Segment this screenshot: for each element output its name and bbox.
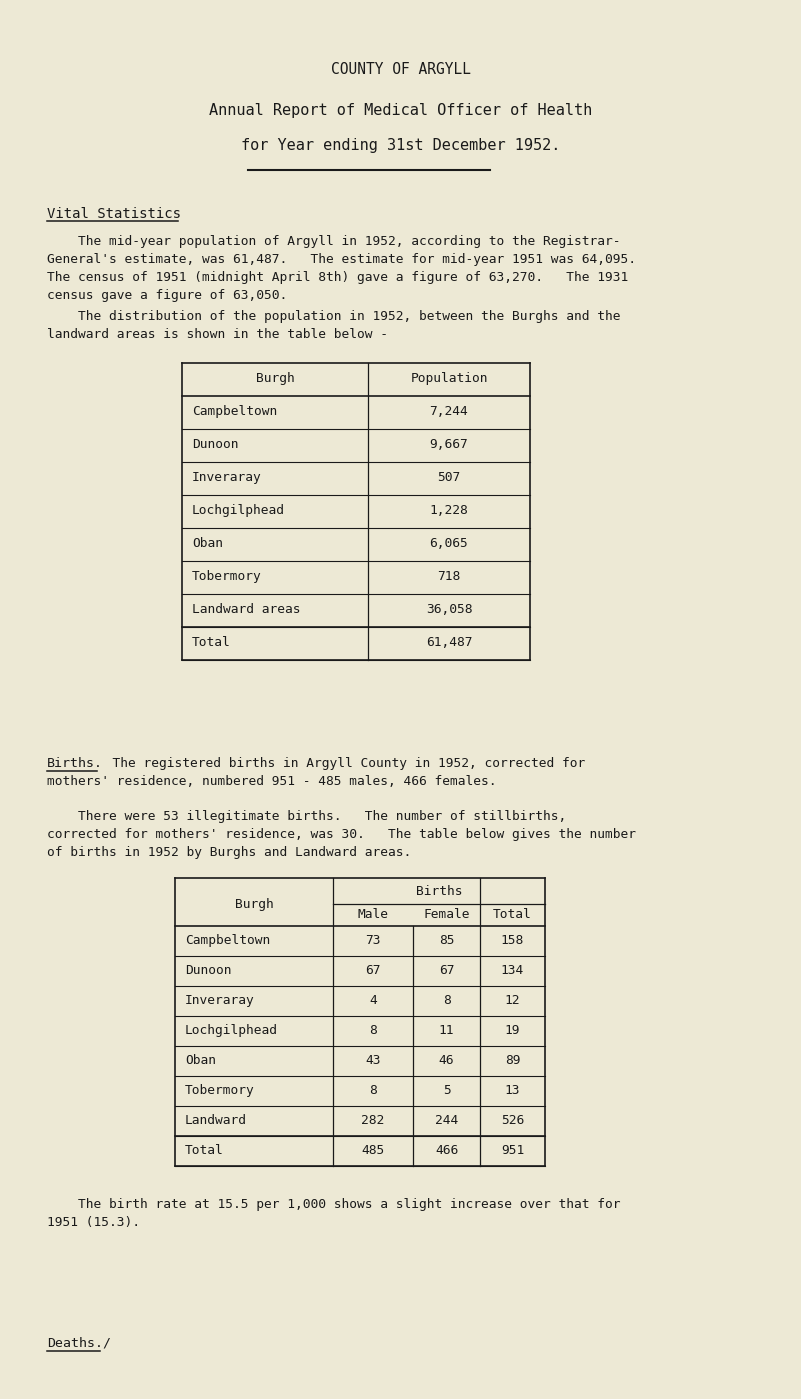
Text: Male: Male — [357, 908, 388, 921]
Text: Inveraray: Inveraray — [185, 995, 255, 1007]
Text: General's estimate, was 61,487.   The estimate for mid-year 1951 was 64,095.: General's estimate, was 61,487. The esti… — [47, 253, 636, 266]
Text: 158: 158 — [501, 935, 524, 947]
Text: The distribution of the population in 1952, between the Burghs and the: The distribution of the population in 19… — [47, 311, 621, 323]
Text: Population: Population — [410, 372, 488, 385]
Text: Total: Total — [493, 908, 532, 921]
Text: 67: 67 — [439, 964, 454, 977]
Text: COUNTY OF ARGYLL: COUNTY OF ARGYLL — [331, 62, 471, 77]
Text: 19: 19 — [505, 1024, 521, 1037]
Text: 8: 8 — [443, 995, 450, 1007]
Text: Landward: Landward — [185, 1114, 247, 1128]
Text: Lochgilphead: Lochgilphead — [192, 504, 285, 518]
Text: 46: 46 — [439, 1053, 454, 1067]
Text: 6,065: 6,065 — [429, 537, 469, 550]
Text: of births in 1952 by Burghs and Landward areas.: of births in 1952 by Burghs and Landward… — [47, 846, 411, 859]
Text: 485: 485 — [361, 1144, 384, 1157]
Text: 73: 73 — [365, 935, 380, 947]
Text: 13: 13 — [505, 1084, 521, 1097]
Text: 8: 8 — [369, 1024, 377, 1037]
Text: landward areas is shown in the table below -: landward areas is shown in the table bel… — [47, 327, 388, 341]
Text: Dunoon: Dunoon — [192, 438, 239, 450]
Text: corrected for mothers' residence, was 30.   The table below gives the number: corrected for mothers' residence, was 30… — [47, 828, 636, 841]
Text: 67: 67 — [365, 964, 380, 977]
Text: The birth rate at 15.5 per 1,000 shows a slight increase over that for: The birth rate at 15.5 per 1,000 shows a… — [47, 1198, 621, 1212]
Text: 85: 85 — [439, 935, 454, 947]
Text: 951: 951 — [501, 1144, 524, 1157]
Text: Burgh: Burgh — [235, 898, 273, 911]
Text: Burgh: Burgh — [256, 372, 295, 385]
Text: 12: 12 — [505, 995, 521, 1007]
Text: 9,667: 9,667 — [429, 438, 469, 450]
Text: Total: Total — [185, 1144, 223, 1157]
Text: Births.: Births. — [47, 757, 103, 769]
Text: 5: 5 — [443, 1084, 450, 1097]
Text: census gave a figure of 63,050.: census gave a figure of 63,050. — [47, 290, 288, 302]
Text: mothers' residence, numbered 951 - 485 males, 466 females.: mothers' residence, numbered 951 - 485 m… — [47, 775, 497, 788]
Text: 1951 (15.3).: 1951 (15.3). — [47, 1216, 140, 1228]
Text: Births: Births — [416, 886, 462, 898]
Text: The mid-year population of Argyll in 1952, according to the Registrar-: The mid-year population of Argyll in 195… — [47, 235, 621, 248]
Text: 282: 282 — [361, 1114, 384, 1128]
Text: Deaths./: Deaths./ — [47, 1337, 111, 1350]
Text: 1,228: 1,228 — [429, 504, 469, 518]
Text: Campbeltown: Campbeltown — [185, 935, 270, 947]
Text: 4: 4 — [369, 995, 377, 1007]
Text: 8: 8 — [369, 1084, 377, 1097]
Text: 36,058: 36,058 — [426, 603, 473, 616]
Text: 466: 466 — [435, 1144, 458, 1157]
Text: 134: 134 — [501, 964, 524, 977]
Text: The registered births in Argyll County in 1952, corrected for: The registered births in Argyll County i… — [97, 757, 586, 769]
Text: 7,244: 7,244 — [429, 404, 469, 418]
Text: 244: 244 — [435, 1114, 458, 1128]
Text: 61,487: 61,487 — [426, 637, 473, 649]
Text: 507: 507 — [437, 471, 461, 484]
Text: Vital Statistics: Vital Statistics — [47, 207, 181, 221]
Text: 11: 11 — [439, 1024, 454, 1037]
Text: Annual Report of Medical Officer of Health: Annual Report of Medical Officer of Heal… — [209, 104, 593, 118]
Text: Landward areas: Landward areas — [192, 603, 300, 616]
Text: Tobermory: Tobermory — [192, 569, 262, 583]
Text: 43: 43 — [365, 1053, 380, 1067]
Text: Lochgilphead: Lochgilphead — [185, 1024, 278, 1037]
Text: Oban: Oban — [192, 537, 223, 550]
Text: There were 53 illegitimate births.   The number of stillbirths,: There were 53 illegitimate births. The n… — [47, 810, 566, 823]
Text: for Year ending 31st December 1952.: for Year ending 31st December 1952. — [241, 139, 561, 152]
Text: 718: 718 — [437, 569, 461, 583]
Text: 526: 526 — [501, 1114, 524, 1128]
Text: Oban: Oban — [185, 1053, 216, 1067]
Text: Female: Female — [423, 908, 469, 921]
Text: Tobermory: Tobermory — [185, 1084, 255, 1097]
Text: The census of 1951 (midnight April 8th) gave a figure of 63,270.   The 1931: The census of 1951 (midnight April 8th) … — [47, 271, 628, 284]
Text: Inveraray: Inveraray — [192, 471, 262, 484]
Text: Campbeltown: Campbeltown — [192, 404, 277, 418]
Text: Dunoon: Dunoon — [185, 964, 231, 977]
Text: 89: 89 — [505, 1053, 521, 1067]
Text: Total: Total — [192, 637, 231, 649]
